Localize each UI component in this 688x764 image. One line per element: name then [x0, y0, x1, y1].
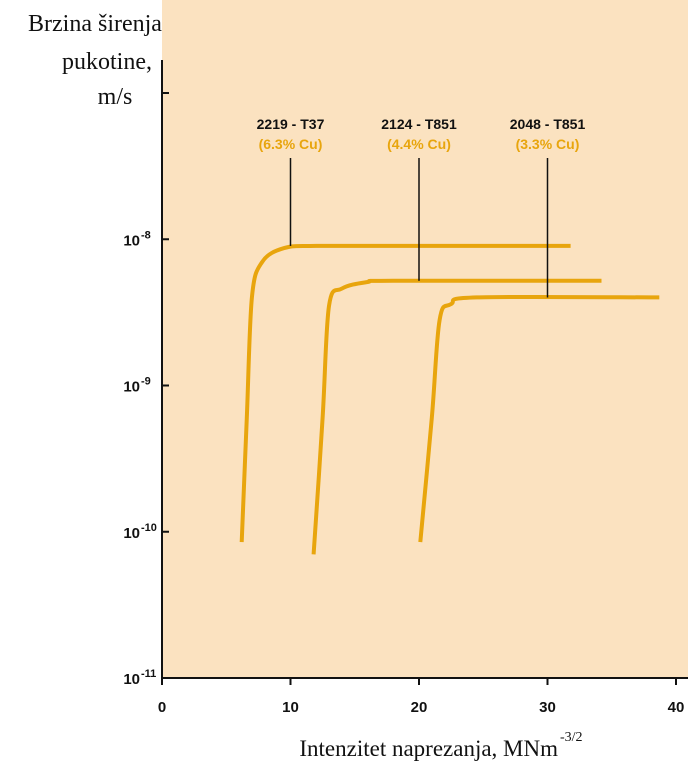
- series-name-label: 2048 - T851: [510, 116, 586, 132]
- series-composition-label: (4.4% Cu): [387, 136, 451, 152]
- x-tick-label: 10: [282, 699, 299, 716]
- series-line: [311, 278, 602, 555]
- y-tick-exponent: -11: [141, 668, 156, 680]
- x-tick-label: 20: [411, 699, 428, 716]
- y-tick-label: 10: [123, 525, 140, 542]
- x-tick-label: 30: [539, 699, 556, 716]
- y-axis-title-line-3: m/s: [98, 84, 133, 110]
- y-tick-exponent: -10: [141, 522, 157, 534]
- x-axis-ticks: 0 10 20 30 40: [158, 678, 685, 716]
- series-composition-label: (3.3% Cu): [516, 136, 580, 152]
- series-line: [418, 294, 660, 543]
- series-name-label: 2124 - T851: [381, 116, 457, 132]
- plot-background: [162, 0, 688, 678]
- y-tick-label: 10: [123, 671, 140, 688]
- series-name-label: 2219 - T37: [257, 116, 325, 132]
- y-tick-label: 10: [123, 379, 140, 396]
- y-tick-label: 10: [123, 232, 140, 249]
- y-axis-title-line-1: Brzina širenja: [28, 11, 162, 37]
- x-axis-title: Intenzitet naprezanja, MNm: [299, 736, 558, 761]
- x-tick-label: 40: [668, 699, 685, 716]
- y-axis-title: Brzina širenja pukotine, m/s: [28, 11, 162, 110]
- series-labels: 2219 - T37 (6.3% Cu) 2124 - T851 (4.4% Cu) 2…: [257, 116, 586, 152]
- y-tick-exponent: -9: [141, 376, 151, 388]
- leader-lines: [289, 158, 549, 298]
- x-axis-title-superscript: -3/2: [560, 730, 583, 745]
- series-composition-label: (6.3% Cu): [259, 136, 323, 152]
- y-tick-exponent: -8: [141, 229, 151, 241]
- x-tick-label: 0: [158, 699, 166, 716]
- y-axis-title-line-2: pukotine,: [62, 49, 152, 75]
